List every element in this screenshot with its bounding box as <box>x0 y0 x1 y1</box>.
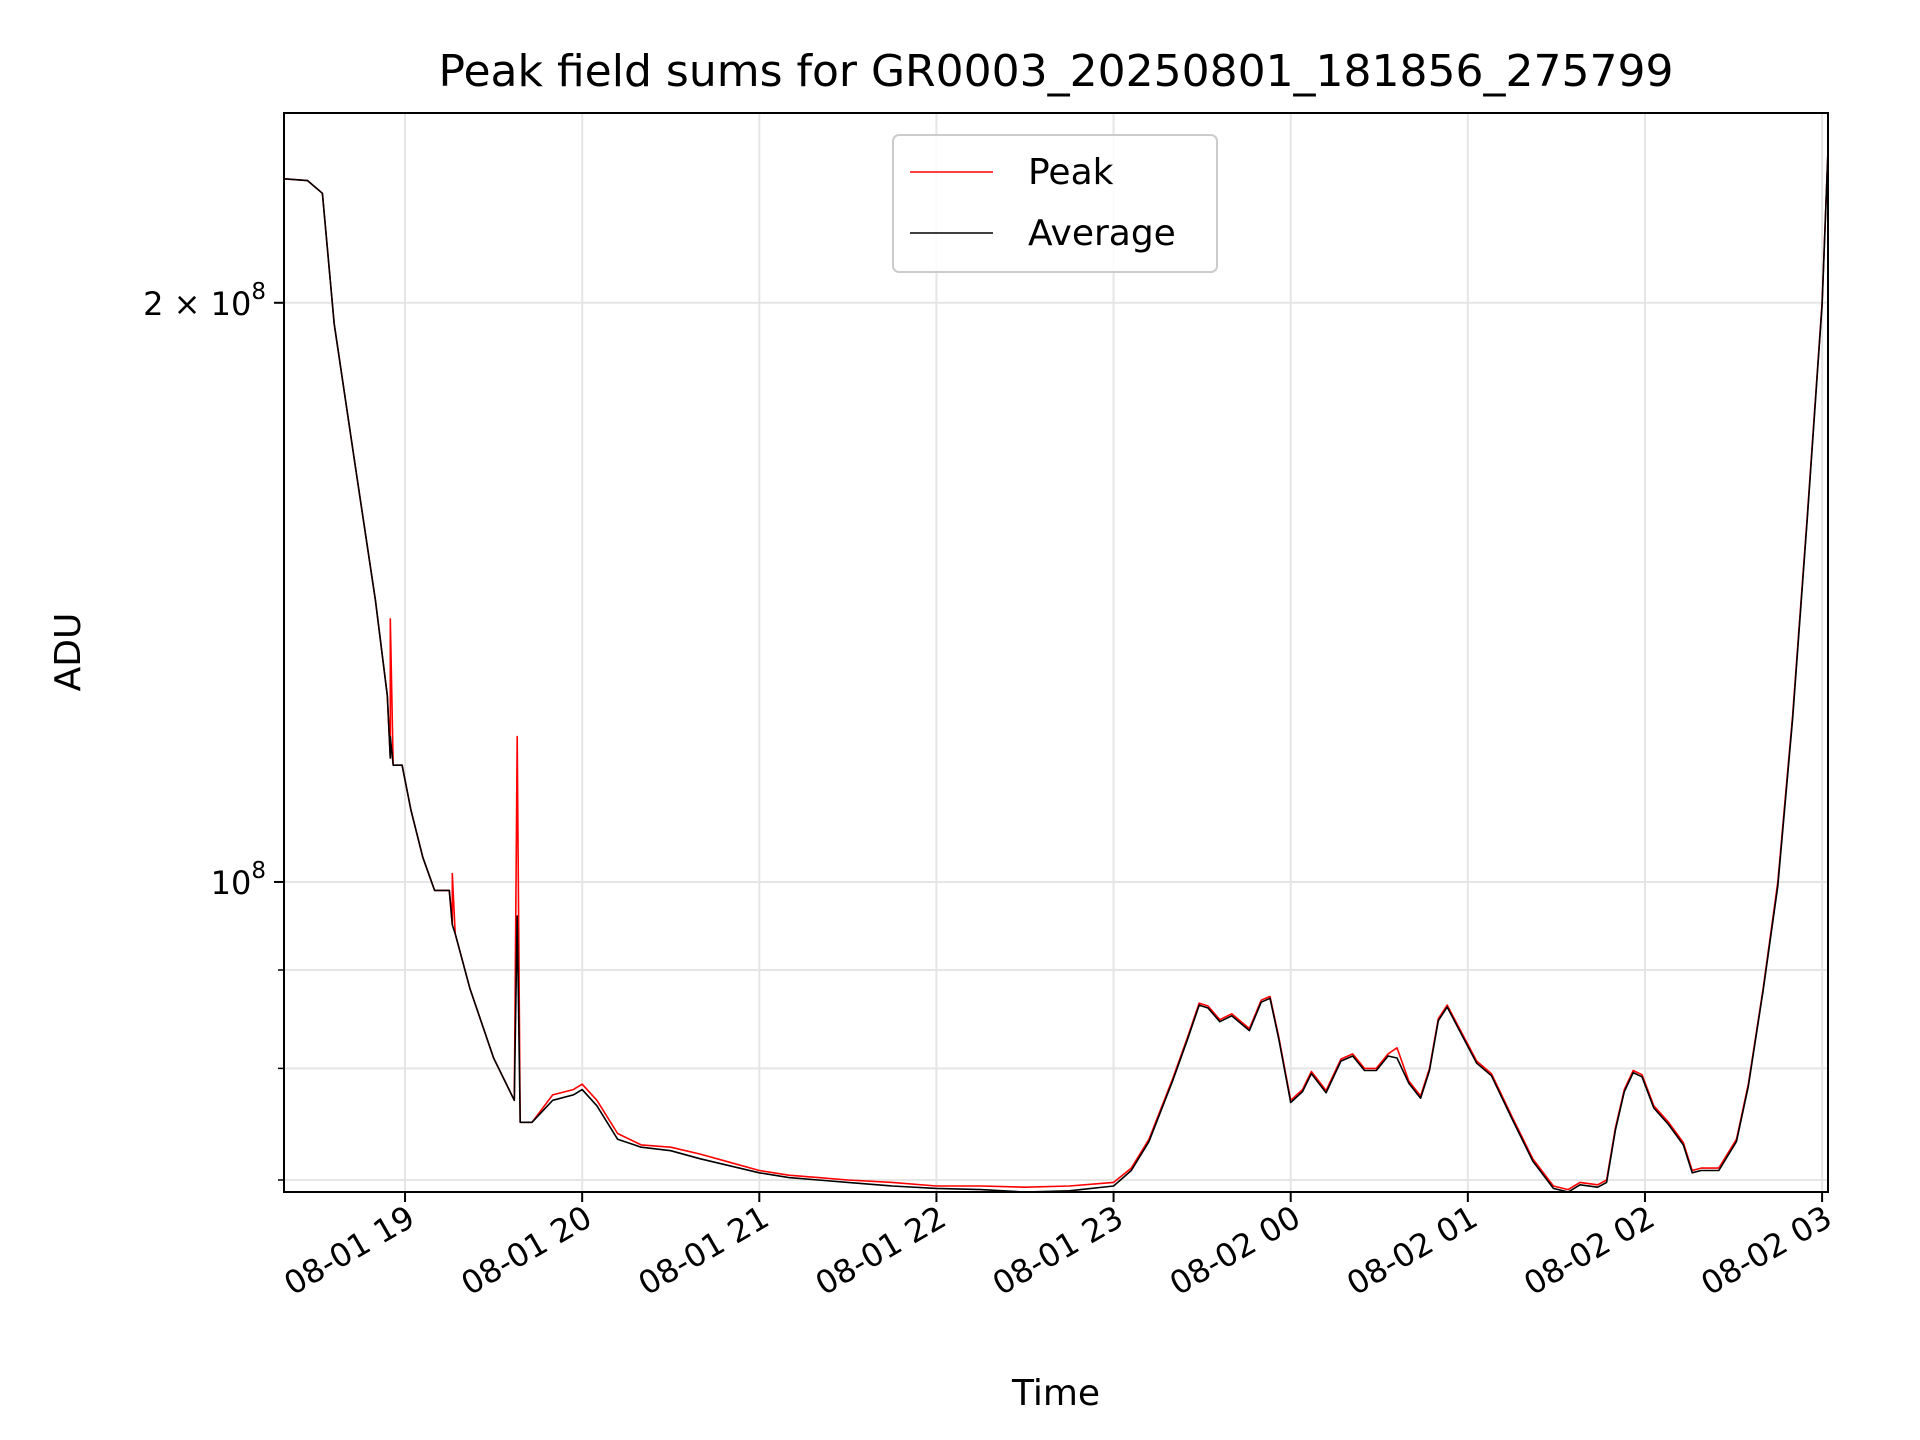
y-axis-label: ADU <box>48 613 89 692</box>
y-tick-label-exponent: 8 <box>251 279 266 305</box>
legend: Peak Average <box>892 134 1218 273</box>
y-tick-label: 2 × 108 <box>143 279 266 323</box>
legend-label-peak: Peak <box>1028 152 1114 193</box>
y-tick-label-exponent: 8 <box>251 858 266 884</box>
series-layer <box>284 150 1828 1192</box>
y-tick-label-base: 10 <box>211 864 252 902</box>
series-line-average <box>284 150 1828 1192</box>
legend-box <box>892 134 1218 273</box>
chart-title: Peak field sums for GR0003_20250801_1818… <box>439 46 1674 97</box>
y-tick-label-base: 10 <box>211 285 252 323</box>
x-axis-label: Time <box>1011 1373 1100 1414</box>
plot-frame <box>283 112 1829 1193</box>
y-tick-label-base: 2 × <box>143 285 211 323</box>
y-tick-label: 108 <box>211 858 266 902</box>
legend-label-average: Average <box>1028 213 1176 254</box>
